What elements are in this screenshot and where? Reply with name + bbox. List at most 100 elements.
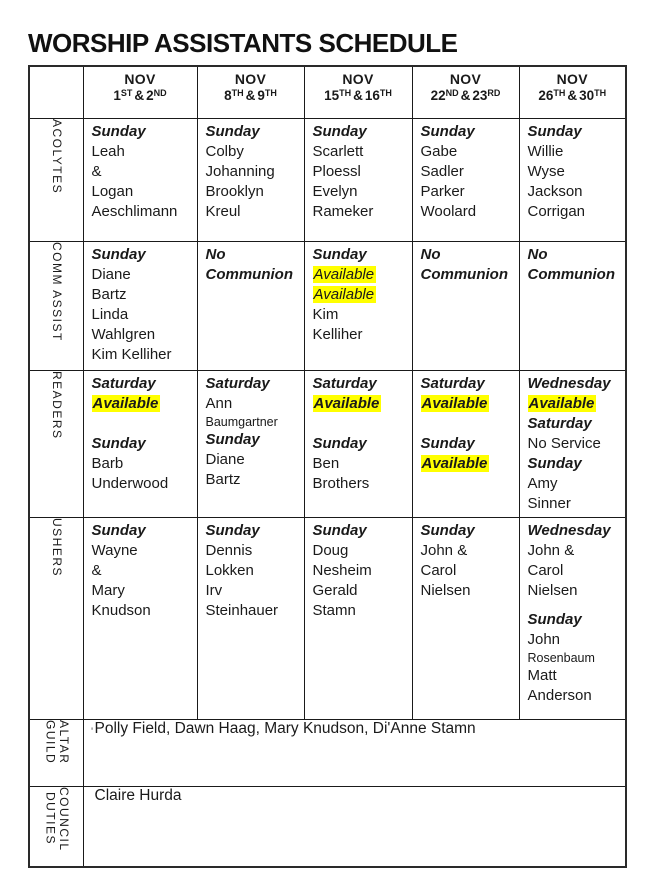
month-label: NOV (449, 71, 482, 87)
column-header: NOV 8TH & 9TH (196, 65, 305, 119)
schedule-line-text: Baumgartner (205, 414, 278, 429)
schedule-line: Nielsen (421, 581, 516, 601)
schedule-line: Parker (421, 182, 516, 202)
schedule-line-text: Gabe (420, 142, 458, 160)
schedule-line: Communion (206, 265, 301, 285)
month-label: NOV (556, 71, 588, 87)
schedule-line-text: & (91, 162, 102, 180)
schedule-line: Available (312, 285, 409, 305)
schedule-line: Communion (421, 265, 516, 285)
schedule-line-text: Sunday (312, 521, 367, 539)
date-part: & (134, 88, 145, 103)
schedule-line: John (528, 630, 623, 650)
schedule-line-text: Bartz (91, 285, 127, 303)
date-part: 30 (579, 88, 595, 103)
schedule-line: Carol (421, 561, 516, 581)
schedule-table: NOV 1ST & 2ND NOV 8TH & 9TH NOV 15TH & 16TH NOV 22ND &… (28, 65, 627, 868)
schedule-line-text: Sunday (312, 434, 367, 452)
schedule-line: Wyse (528, 162, 623, 182)
schedule-line-text: Jackson (527, 182, 583, 200)
schedule-line: Diane (206, 450, 301, 470)
schedule-line (92, 414, 194, 434)
full-row-cell: Claire Hurda (82, 785, 627, 868)
schedule-cell: No Communion (411, 240, 520, 371)
schedule-line: Gerald (313, 581, 409, 601)
schedule-line: Nesheim (313, 561, 409, 581)
schedule-line-text: & (91, 561, 102, 579)
row-label-cell: ACOLYTES (28, 117, 84, 242)
schedule-cell: Saturday Available Sunday Ben Brothers (303, 369, 413, 518)
month-label: NOV (342, 71, 374, 87)
schedule-line: Gabe (421, 142, 516, 162)
schedule-cell: Sunday John & Carol Nielsen (411, 516, 520, 720)
schedule-line: Ben (313, 454, 409, 474)
schedule-line-text: Sunday (527, 610, 582, 628)
schedule-line-text: Sunday (312, 122, 367, 140)
schedule-line: Sunday (206, 521, 301, 541)
schedule-line: Sunday (421, 122, 516, 142)
schedule-line: Mary (92, 581, 194, 601)
schedule-line-text: No Service (527, 434, 601, 452)
schedule-line: Leah (92, 142, 194, 162)
schedule-line: Jackson (528, 182, 623, 202)
schedule-line-text: Saturday (205, 374, 270, 392)
corner-cell (28, 65, 84, 119)
schedule-line: Ann (206, 394, 301, 414)
column-header: NOV 15TH & 16TH (303, 65, 413, 119)
schedule-line-text: Nesheim (312, 561, 372, 579)
schedule-line-text: Knudson (91, 601, 151, 619)
schedule-cell: Sunday Available Available Kim Kelliher (303, 240, 413, 371)
schedule-cell: No Communion (196, 240, 305, 371)
schedule-cell: Saturday Available Sunday Barb Underwood (82, 369, 198, 518)
schedule-line: Sunday (313, 521, 409, 541)
schedule-line: Corrigan (528, 202, 623, 222)
schedule-line: Saturday (206, 374, 301, 394)
schedule-line-text: Aeschlimann (91, 202, 178, 220)
schedule-line-text: Sinner (527, 494, 571, 512)
schedule-line-text: Bartz (205, 470, 241, 488)
schedule-line-text: Kelliher (312, 325, 363, 343)
schedule-line-text: Sunday (420, 521, 475, 539)
schedule-line: Sunday (92, 245, 194, 265)
schedule-line: Dennis (206, 541, 301, 561)
row-label: USHERS (50, 517, 65, 577)
date-part: 22 (430, 88, 446, 103)
date-label: 15TH & 16TH (305, 88, 412, 103)
schedule-line-text: Evelyn (312, 182, 358, 200)
schedule-line: Ploessl (313, 162, 409, 182)
schedule-line-text: Wednesday (527, 521, 611, 539)
schedule-line-text: Diane (205, 450, 245, 468)
schedule-line-text: Linda (91, 305, 129, 323)
date-part: TH (264, 88, 277, 98)
schedule-line: Matt (528, 666, 623, 686)
schedule-line-text: Communion (420, 265, 509, 283)
schedule-line: Sunday (206, 430, 301, 450)
schedule-line-text: Saturday (312, 374, 377, 392)
schedule-line-text: John & (420, 541, 468, 559)
schedule-line-text: Sunday (527, 454, 582, 472)
schedule-line: Bartz (206, 470, 301, 490)
row-label: COMM ASSIST (50, 241, 65, 342)
row-label-line: DUTIES (43, 792, 58, 846)
schedule-line-text: Sunday (527, 122, 582, 140)
row-label-cell: COUNCIL DUTIES (28, 785, 84, 868)
date-part: & (245, 88, 256, 103)
schedule-line: Aeschlimann (92, 202, 194, 222)
date-label: 8TH & 9TH (198, 88, 304, 103)
schedule-cell: Saturday Ann Baumgartner Sunday Diane Bartz (196, 369, 305, 518)
date-part: TH (231, 88, 244, 98)
schedule-line-text: Ploessl (312, 162, 361, 180)
schedule-line: Wednesday (528, 521, 623, 541)
row-label-cell: COMM ASSIST (28, 240, 84, 371)
schedule-line-text: No (527, 245, 548, 263)
schedule-line: Diane (92, 265, 194, 285)
schedule-line-text: Wayne (91, 541, 138, 559)
date-label: 26TH & 30TH (520, 88, 626, 103)
schedule-line-text: Available (420, 394, 490, 412)
schedule-line-text: Sunday (420, 434, 475, 452)
schedule-line: Johanning (206, 162, 301, 182)
schedule-line-text: Steinhauer (205, 601, 279, 619)
date-part: & (460, 88, 471, 103)
schedule-line: Sunday (92, 521, 194, 541)
schedule-row: COMM ASSIST Sunday Diane Bartz Linda Wahlgren… (28, 240, 627, 371)
